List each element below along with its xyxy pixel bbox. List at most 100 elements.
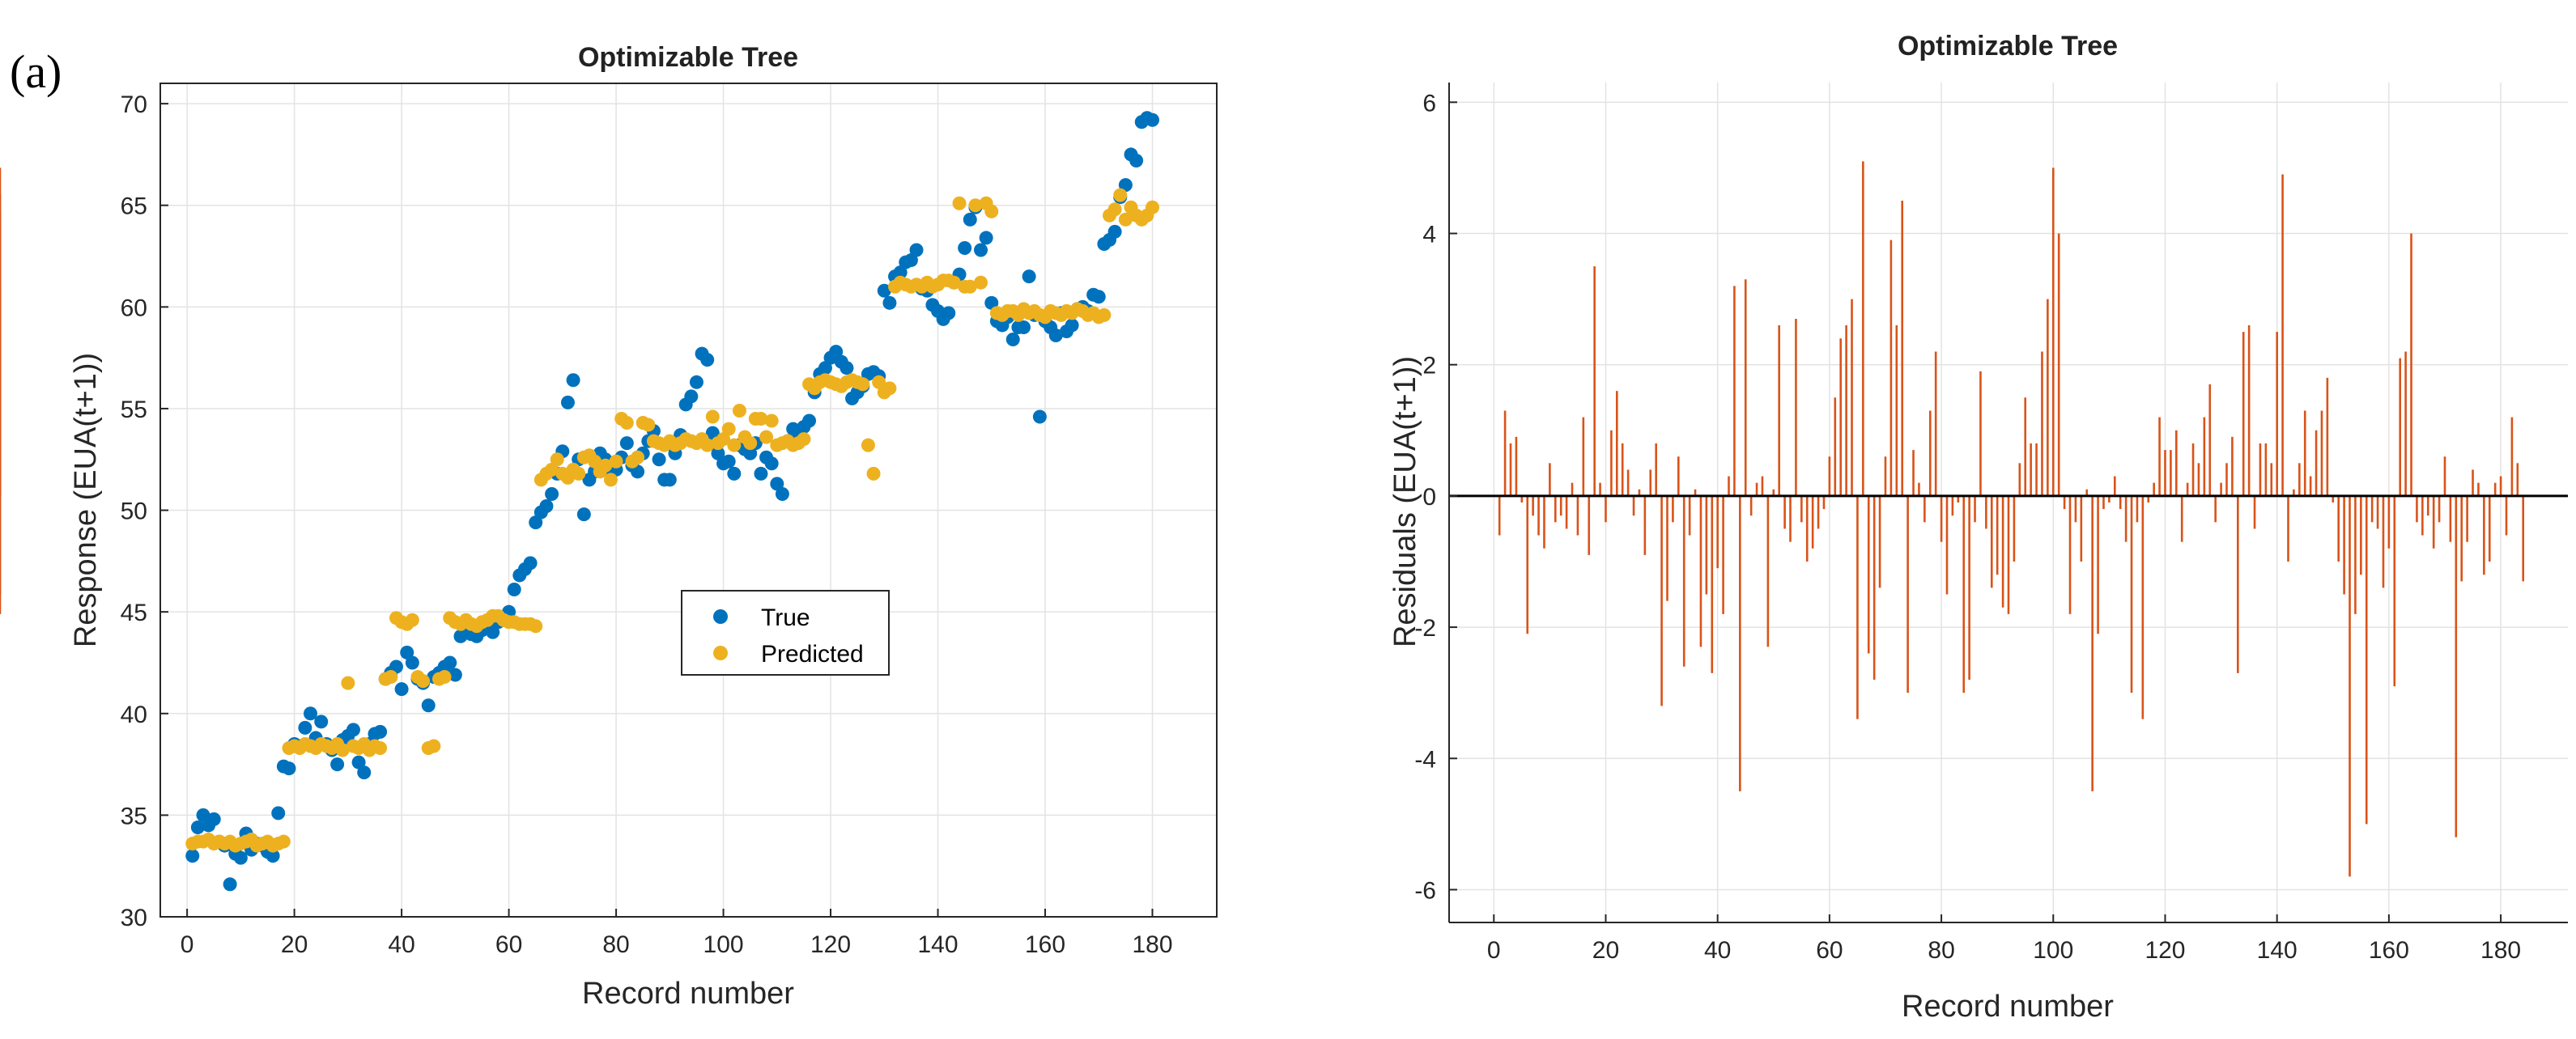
true-point (539, 499, 554, 514)
predicted-point (1113, 188, 1128, 202)
true-point (545, 486, 559, 501)
right-y-tick-label: -2 (1414, 615, 1436, 642)
left-y-ticks: 30 35 40 45 50 55 60 65 70 (121, 91, 168, 931)
predicted-point (984, 204, 999, 218)
true-point (802, 413, 817, 428)
true-point (443, 655, 457, 670)
true-point (775, 486, 789, 501)
true-point (1032, 409, 1047, 424)
true-point (877, 283, 891, 298)
right-x-tick-label: 100 (2033, 937, 2073, 964)
right-y-tick-label: 4 (1422, 222, 1436, 248)
left-grid (160, 83, 1217, 918)
right-x-tick-label: 0 (1487, 937, 1501, 964)
true-point (190, 820, 205, 834)
true-point (314, 715, 329, 729)
true-point (979, 231, 993, 245)
left-data-points (185, 111, 1160, 892)
right-x-tick-label: 160 (2369, 937, 2409, 964)
predicted-point (797, 432, 811, 447)
right-y-tick-label: -4 (1414, 746, 1436, 773)
predicted-point (373, 740, 388, 755)
true-point (1022, 269, 1036, 284)
left-y-tick-label: 30 (121, 905, 147, 931)
true-point (206, 812, 221, 826)
true-point (840, 361, 854, 375)
true-point (507, 583, 521, 597)
predicted-point (721, 422, 736, 436)
true-point (346, 723, 360, 737)
true-point (266, 849, 280, 863)
true-point (958, 240, 972, 255)
left-x-tick-label: 120 (810, 931, 851, 958)
predicted-point (882, 381, 897, 396)
true-point (711, 446, 725, 460)
predicted-point (1107, 202, 1122, 217)
left-chart-title: Optimizable Tree (578, 42, 798, 73)
predicted-point (866, 466, 881, 481)
true-point (893, 265, 908, 280)
true-point (727, 466, 742, 481)
true-point (394, 682, 409, 697)
predicted-point (341, 676, 355, 690)
true-point (421, 698, 436, 713)
legend: True Predicted (681, 590, 890, 676)
true-point (400, 645, 414, 659)
predicted-point (732, 403, 746, 418)
true-point (1017, 320, 1031, 334)
predicted-point (609, 454, 623, 469)
left-x-axis-label: Record number (582, 977, 794, 1011)
predicted-point (588, 454, 602, 469)
legend-true-marker (713, 609, 728, 624)
true-point (357, 765, 372, 780)
legend-predicted-marker (713, 646, 728, 660)
predicted-point (968, 198, 983, 213)
left-axes-box (159, 83, 1218, 918)
true-point (818, 361, 832, 375)
true-point (1048, 329, 1063, 343)
left-y-axis-label: Response (EUA(t+1)) (69, 353, 103, 647)
right-y-tick-label: 2 (1422, 353, 1436, 380)
right-x-axis-label: Record number (1902, 990, 2114, 1024)
left-y-tick-label: 65 (121, 193, 147, 220)
true-point (282, 761, 296, 776)
right-y-ticks: -6 -4 -2 0 2 4 6 (1414, 90, 1457, 904)
true-point (271, 806, 286, 821)
true-point (223, 877, 237, 892)
true-point (233, 850, 248, 865)
true-point (566, 373, 580, 388)
predicted-point (384, 670, 398, 685)
legend-predicted-label: Predicted (761, 641, 864, 668)
predicted-point (705, 409, 720, 424)
right-y-tick-label: -6 (1414, 877, 1436, 904)
left-x-tick-label: 60 (495, 931, 522, 958)
true-point (448, 668, 462, 682)
predicted-point (416, 674, 431, 689)
left-x-tick-label: 180 (1132, 931, 1172, 958)
legend-box (681, 590, 890, 676)
true-point (942, 306, 956, 320)
residuals-chart: 0 20 40 60 80 100 120 140 160 180 -6 -4 -2 0 2 4 6 Opti… (0, 31, 2568, 1024)
predicted-point (572, 466, 586, 481)
true-point (1005, 333, 1020, 347)
predicted-point (619, 416, 634, 430)
true-point (754, 466, 768, 481)
true-point (984, 295, 999, 310)
predicted-point (529, 619, 543, 634)
left-y-tick-label: 70 (121, 91, 147, 118)
predicted-point (550, 452, 564, 467)
predicted-point (716, 432, 731, 447)
left-x-tick-label: 20 (281, 931, 308, 958)
true-point (389, 659, 403, 674)
predicted-point (764, 413, 779, 428)
true-point (721, 454, 736, 469)
true-point (1146, 112, 1160, 127)
left-x-tick-label: 0 (181, 931, 194, 958)
true-point (705, 426, 720, 440)
true-point (619, 436, 634, 451)
true-point (662, 473, 677, 487)
true-point (351, 755, 366, 770)
true-point (1065, 318, 1079, 333)
left-x-tick-label: 40 (388, 931, 414, 958)
